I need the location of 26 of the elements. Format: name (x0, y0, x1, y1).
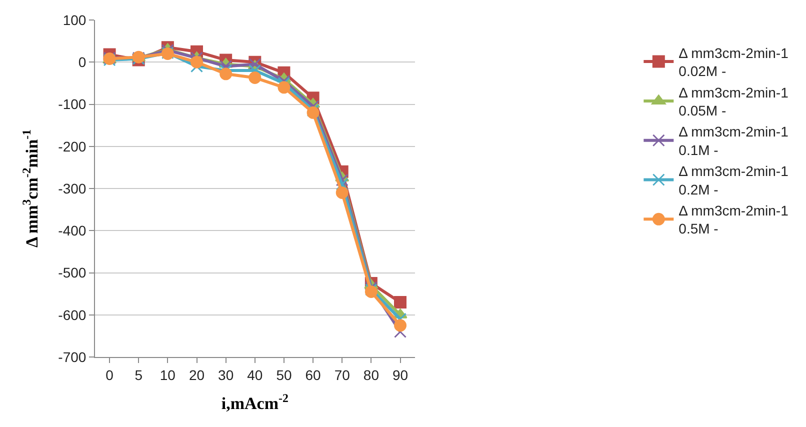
y-tick-label: -600 (58, 306, 86, 323)
legend-label: Δ mm3cm-2min-1 0.1M - (678, 124, 789, 158)
legend-label: Δ mm3cm-2min-1 0.5M - (678, 202, 789, 237)
y-tick-label: -100 (58, 96, 86, 112)
y-tick-label: 100 (62, 12, 86, 28)
x-tick-label: 70 (334, 366, 350, 383)
x-tick-label: 60 (305, 366, 322, 383)
x-axis-title: i,mAcm$^{-2}$ (221, 391, 288, 414)
x-tick-label: 0 (106, 366, 114, 383)
x-tick-label: 10 (160, 366, 176, 383)
y-tick-label: -500 (58, 264, 86, 281)
y-tick-label: -400 (58, 222, 86, 239)
x-tick-label: 40 (247, 366, 263, 383)
legend-label: Δ mm3cm-2min-1 0.02M - (678, 44, 789, 80)
y-tick-label: -200 (58, 138, 86, 154)
x-tick-label: 20 (188, 366, 205, 383)
y-tick-label: -300 (58, 180, 86, 196)
x-tick-label: 50 (276, 366, 292, 383)
x-tick-label: 5 (134, 366, 143, 383)
y-tick-label: 0 (78, 54, 86, 70)
legend-label: Δ mm3cm-2min-1 0.2M - (678, 163, 789, 198)
x-tick-label: 90 (392, 366, 408, 383)
legend-label: Δ mm3cm-2min-1 0.05M - (678, 84, 789, 119)
x-tick-label: 80 (363, 366, 380, 383)
y-tick-label: -700 (58, 348, 86, 365)
x-tick-label: 30 (218, 366, 234, 383)
